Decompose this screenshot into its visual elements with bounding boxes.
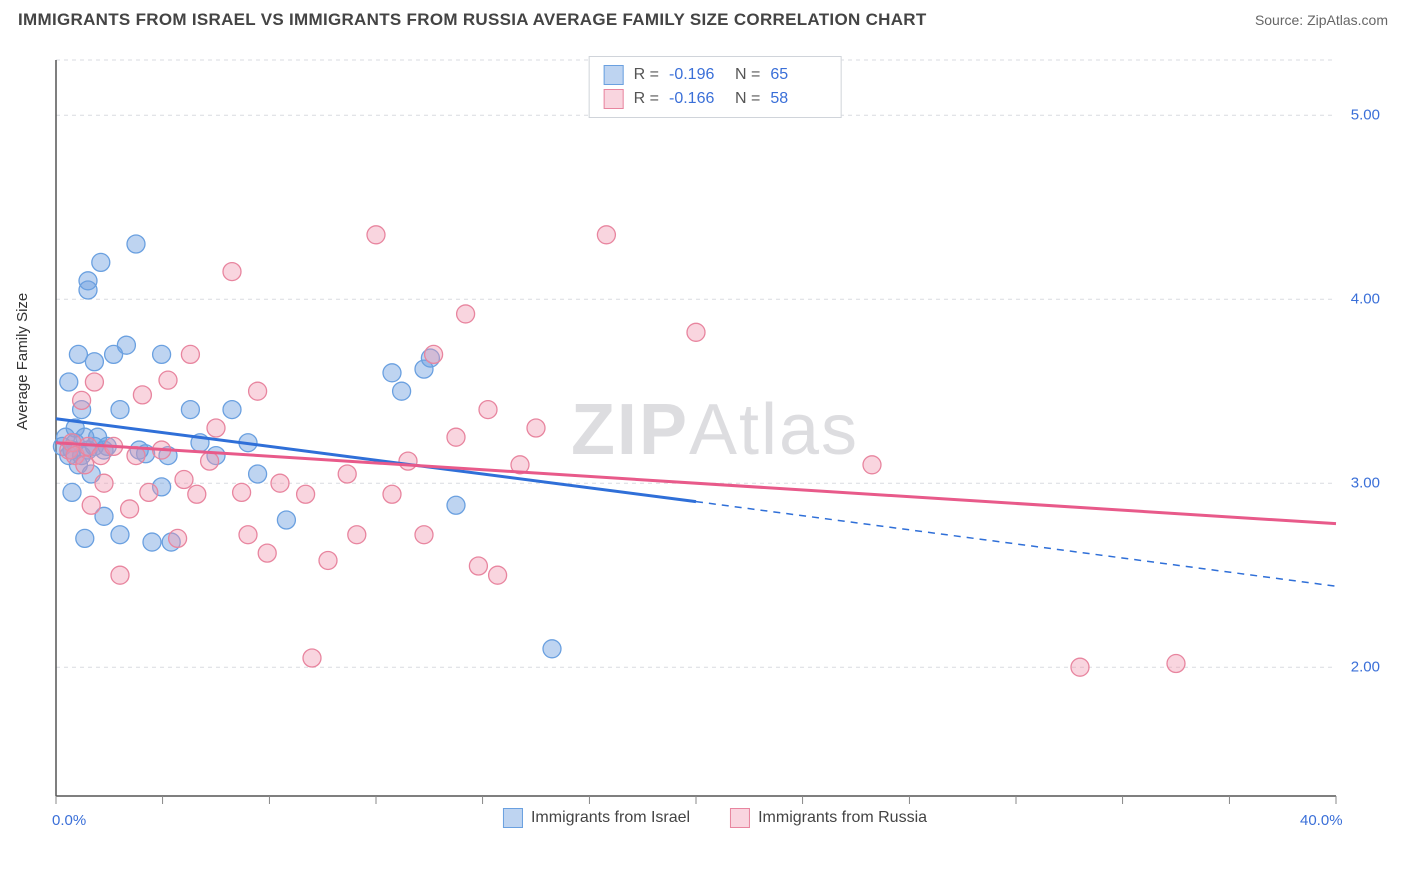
x-axis-max-label: 40.0% [1300,812,1343,829]
source-prefix: Source: [1255,12,1307,28]
n-label: N = [735,66,760,84]
n-label: N = [735,90,760,108]
source-attribution: Source: ZipAtlas.com [1255,12,1388,28]
legend-swatch-russia [730,808,750,828]
r-label: R = [634,66,659,84]
legend-item-russia: Immigrants from Russia [730,808,927,828]
y-tick-label: 3.00 [1351,475,1380,492]
x-axis-min-label: 0.0% [52,812,86,829]
swatch-russia [604,89,624,109]
legend-item-israel: Immigrants from Israel [503,808,690,828]
y-tick-label: 5.00 [1351,107,1380,124]
legend-label-israel: Immigrants from Israel [531,809,690,827]
r-value-israel: -0.196 [669,66,725,84]
y-tick-label: 2.00 [1351,659,1380,676]
legend-label-russia: Immigrants from Russia [758,809,927,827]
source-link[interactable]: ZipAtlas.com [1307,12,1388,28]
chart-title: IMMIGRANTS FROM ISRAEL VS IMMIGRANTS FRO… [18,10,927,30]
chart-header: IMMIGRANTS FROM ISRAEL VS IMMIGRANTS FRO… [18,10,1388,30]
n-value-israel: 65 [770,66,826,84]
series-legend: Immigrants from Israel Immigrants from Ru… [503,808,927,828]
y-axis-label: Average Family Size [14,293,31,430]
chart-area: ZIPAtlas R =-0.196N =65R =-0.166N =58 Im… [50,48,1380,828]
stats-legend: R = -0.196 N = 65 R = -0.166 N = 58 [589,56,842,118]
swatch-israel [604,65,624,85]
n-value-russia: 58 [770,90,826,108]
y-tick-label: 4.00 [1351,291,1380,308]
r-value-russia: -0.166 [669,90,725,108]
stats-row-israel: R = -0.196 N = 65 [604,63,827,87]
r-label: R = [634,90,659,108]
stats-row-russia: R = -0.166 N = 58 [604,87,827,111]
legend-swatch-israel [503,808,523,828]
scatter-plot [50,48,1380,828]
